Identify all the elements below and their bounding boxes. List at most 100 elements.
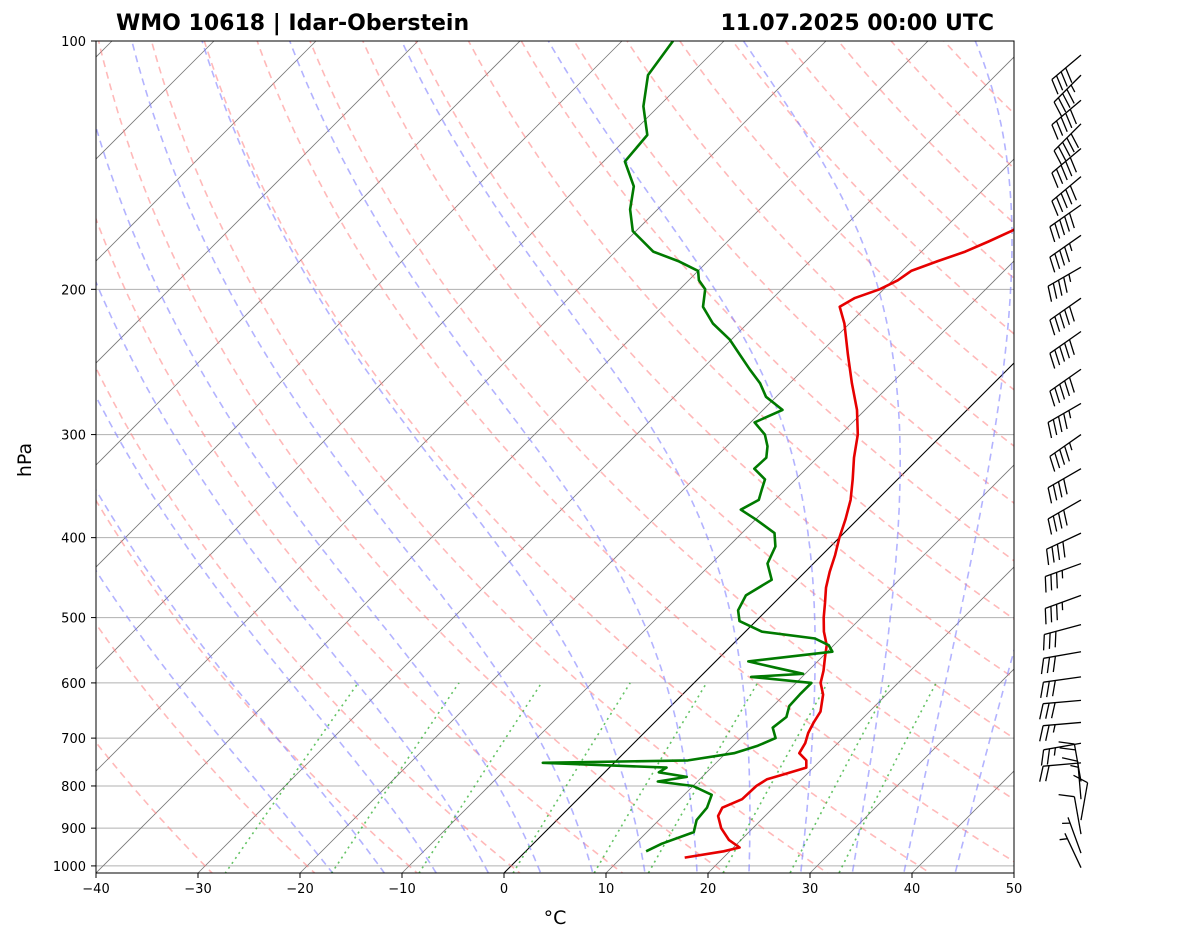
wind-barb: [1049, 330, 1082, 369]
wind-barb: [1040, 742, 1082, 766]
x-tick-label: 0: [500, 882, 508, 897]
isotherm-line: [96, 41, 623, 568]
y-tick-label: 200: [61, 283, 86, 298]
x-tick-label: 20: [700, 882, 717, 897]
wind-barb: [1040, 651, 1082, 675]
y-tick-label: 400: [61, 532, 86, 547]
isotherm-line: [96, 41, 725, 670]
isotherm-line: [96, 41, 317, 262]
wind-barb: [1042, 624, 1082, 651]
moist-adiabat: [96, 124, 542, 873]
isotherm-line: [0, 41, 10, 873]
dry-adiabat: [520, 41, 1014, 562]
dry-adiabat: [96, 366, 522, 873]
wind-barb: [1049, 368, 1082, 407]
y-tick-label: 1000: [53, 860, 86, 875]
y-tick-label: 500: [61, 612, 86, 627]
mixing-ratio-line: [330, 682, 460, 873]
moist-adiabat: [96, 280, 490, 873]
wind-barb: [1045, 532, 1082, 566]
moist-adiabat: [288, 41, 698, 873]
isotherm-line: [96, 41, 419, 364]
wind-barb: [1039, 699, 1082, 720]
isotherm-line: [707, 566, 1014, 873]
dry-adiabat: [96, 622, 316, 873]
wind-barb: [1059, 833, 1082, 868]
x-tick-label: −40: [82, 882, 109, 897]
x-tick-label: −10: [388, 882, 415, 897]
mixing-ratio-line: [647, 682, 759, 873]
x-tick-label: 50: [1006, 882, 1023, 897]
x-tick-label: 10: [598, 882, 615, 897]
moist-adiabat: [96, 488, 386, 873]
sounding-profiles: [541, 41, 1014, 859]
mixing-ratio-line: [224, 682, 359, 873]
y-tick-label: 700: [61, 732, 86, 747]
wind-barb: [1047, 499, 1082, 535]
wind-barb: [1044, 562, 1082, 593]
wind-barb: [1047, 402, 1082, 439]
wind-barb: [1039, 721, 1082, 742]
wind-barb: [1039, 762, 1082, 782]
wind-barb: [1049, 297, 1082, 336]
mixing-ratio-line: [593, 682, 708, 873]
isotherm-line: [96, 41, 827, 772]
y-tick-label: 600: [61, 677, 86, 692]
moist-adiabat: [131, 41, 594, 873]
wind-barb: [1058, 741, 1082, 782]
dry-adiabat: [256, 41, 1014, 863]
wind-barb: [1051, 176, 1082, 216]
station-title: WMO 10618 | Idar-Oberstein: [116, 11, 469, 36]
mixing-ratio-line: [789, 682, 892, 873]
wind-barb: [1044, 594, 1082, 625]
mixing-ratio-line: [838, 682, 937, 873]
wind-barb: [1058, 793, 1082, 835]
moist-adiabat: [96, 569, 334, 873]
moist-adiabat: [954, 647, 1014, 873]
y-axis-label: hPa: [14, 443, 36, 477]
zero-isotherm: [503, 362, 1014, 873]
temperature-profile: [684, 228, 1014, 859]
moist-adiabat: [903, 41, 1013, 873]
mixing-ratio-line: [512, 682, 631, 873]
dry-adiabat: [361, 41, 1014, 740]
dry-adiabat: [96, 499, 419, 873]
y-axis-ticks: 1000 900 800 700 600 500 400 300 200 100: [53, 35, 96, 875]
y-tick-label: 900: [61, 822, 86, 837]
dry-adiabat: [414, 41, 1014, 680]
wind-barb: [1049, 234, 1082, 273]
wind-barb: [1053, 74, 1082, 117]
dewpoint-profile: [541, 41, 834, 853]
plot-background: [96, 41, 1014, 873]
moist-adiabat: [201, 41, 646, 873]
isotherm-line: [197, 56, 1014, 873]
wind-barb: [1051, 99, 1082, 140]
isotherm-line: [96, 41, 521, 466]
dry-adiabat: [96, 216, 624, 873]
wind-barb: [1049, 204, 1082, 243]
moist-adiabat: [400, 41, 751, 873]
wind-barb: [1047, 266, 1082, 302]
wind-barb: [1051, 54, 1082, 95]
moist-adiabat: [547, 41, 816, 873]
x-tick-label: −20: [286, 882, 313, 897]
dry-adiabat: [309, 41, 1014, 801]
dry-adiabat: [150, 41, 829, 873]
wind-barb: [1062, 817, 1082, 854]
isotherm-line: [605, 464, 1014, 873]
thermodynamic-background: [0, 41, 1014, 873]
plot-frame: [95, 40, 1015, 874]
wind-barb: [1040, 676, 1082, 699]
isotherm-line: [401, 260, 1014, 873]
mixing-ratio-line: [418, 682, 543, 873]
x-axis-ticks: −40 −30 −20 −10 0 10 20 30 40 50: [82, 873, 1022, 897]
y-tick-label: 100: [61, 35, 86, 50]
dry-adiabat: [97, 41, 727, 873]
dry-adiabat: [626, 41, 1014, 448]
isotherm-line: [1013, 872, 1014, 873]
wind-barb: [1047, 468, 1082, 504]
wind-barb: [1049, 434, 1082, 472]
wind-barb: [1051, 148, 1082, 188]
x-tick-label: 40: [904, 882, 921, 897]
